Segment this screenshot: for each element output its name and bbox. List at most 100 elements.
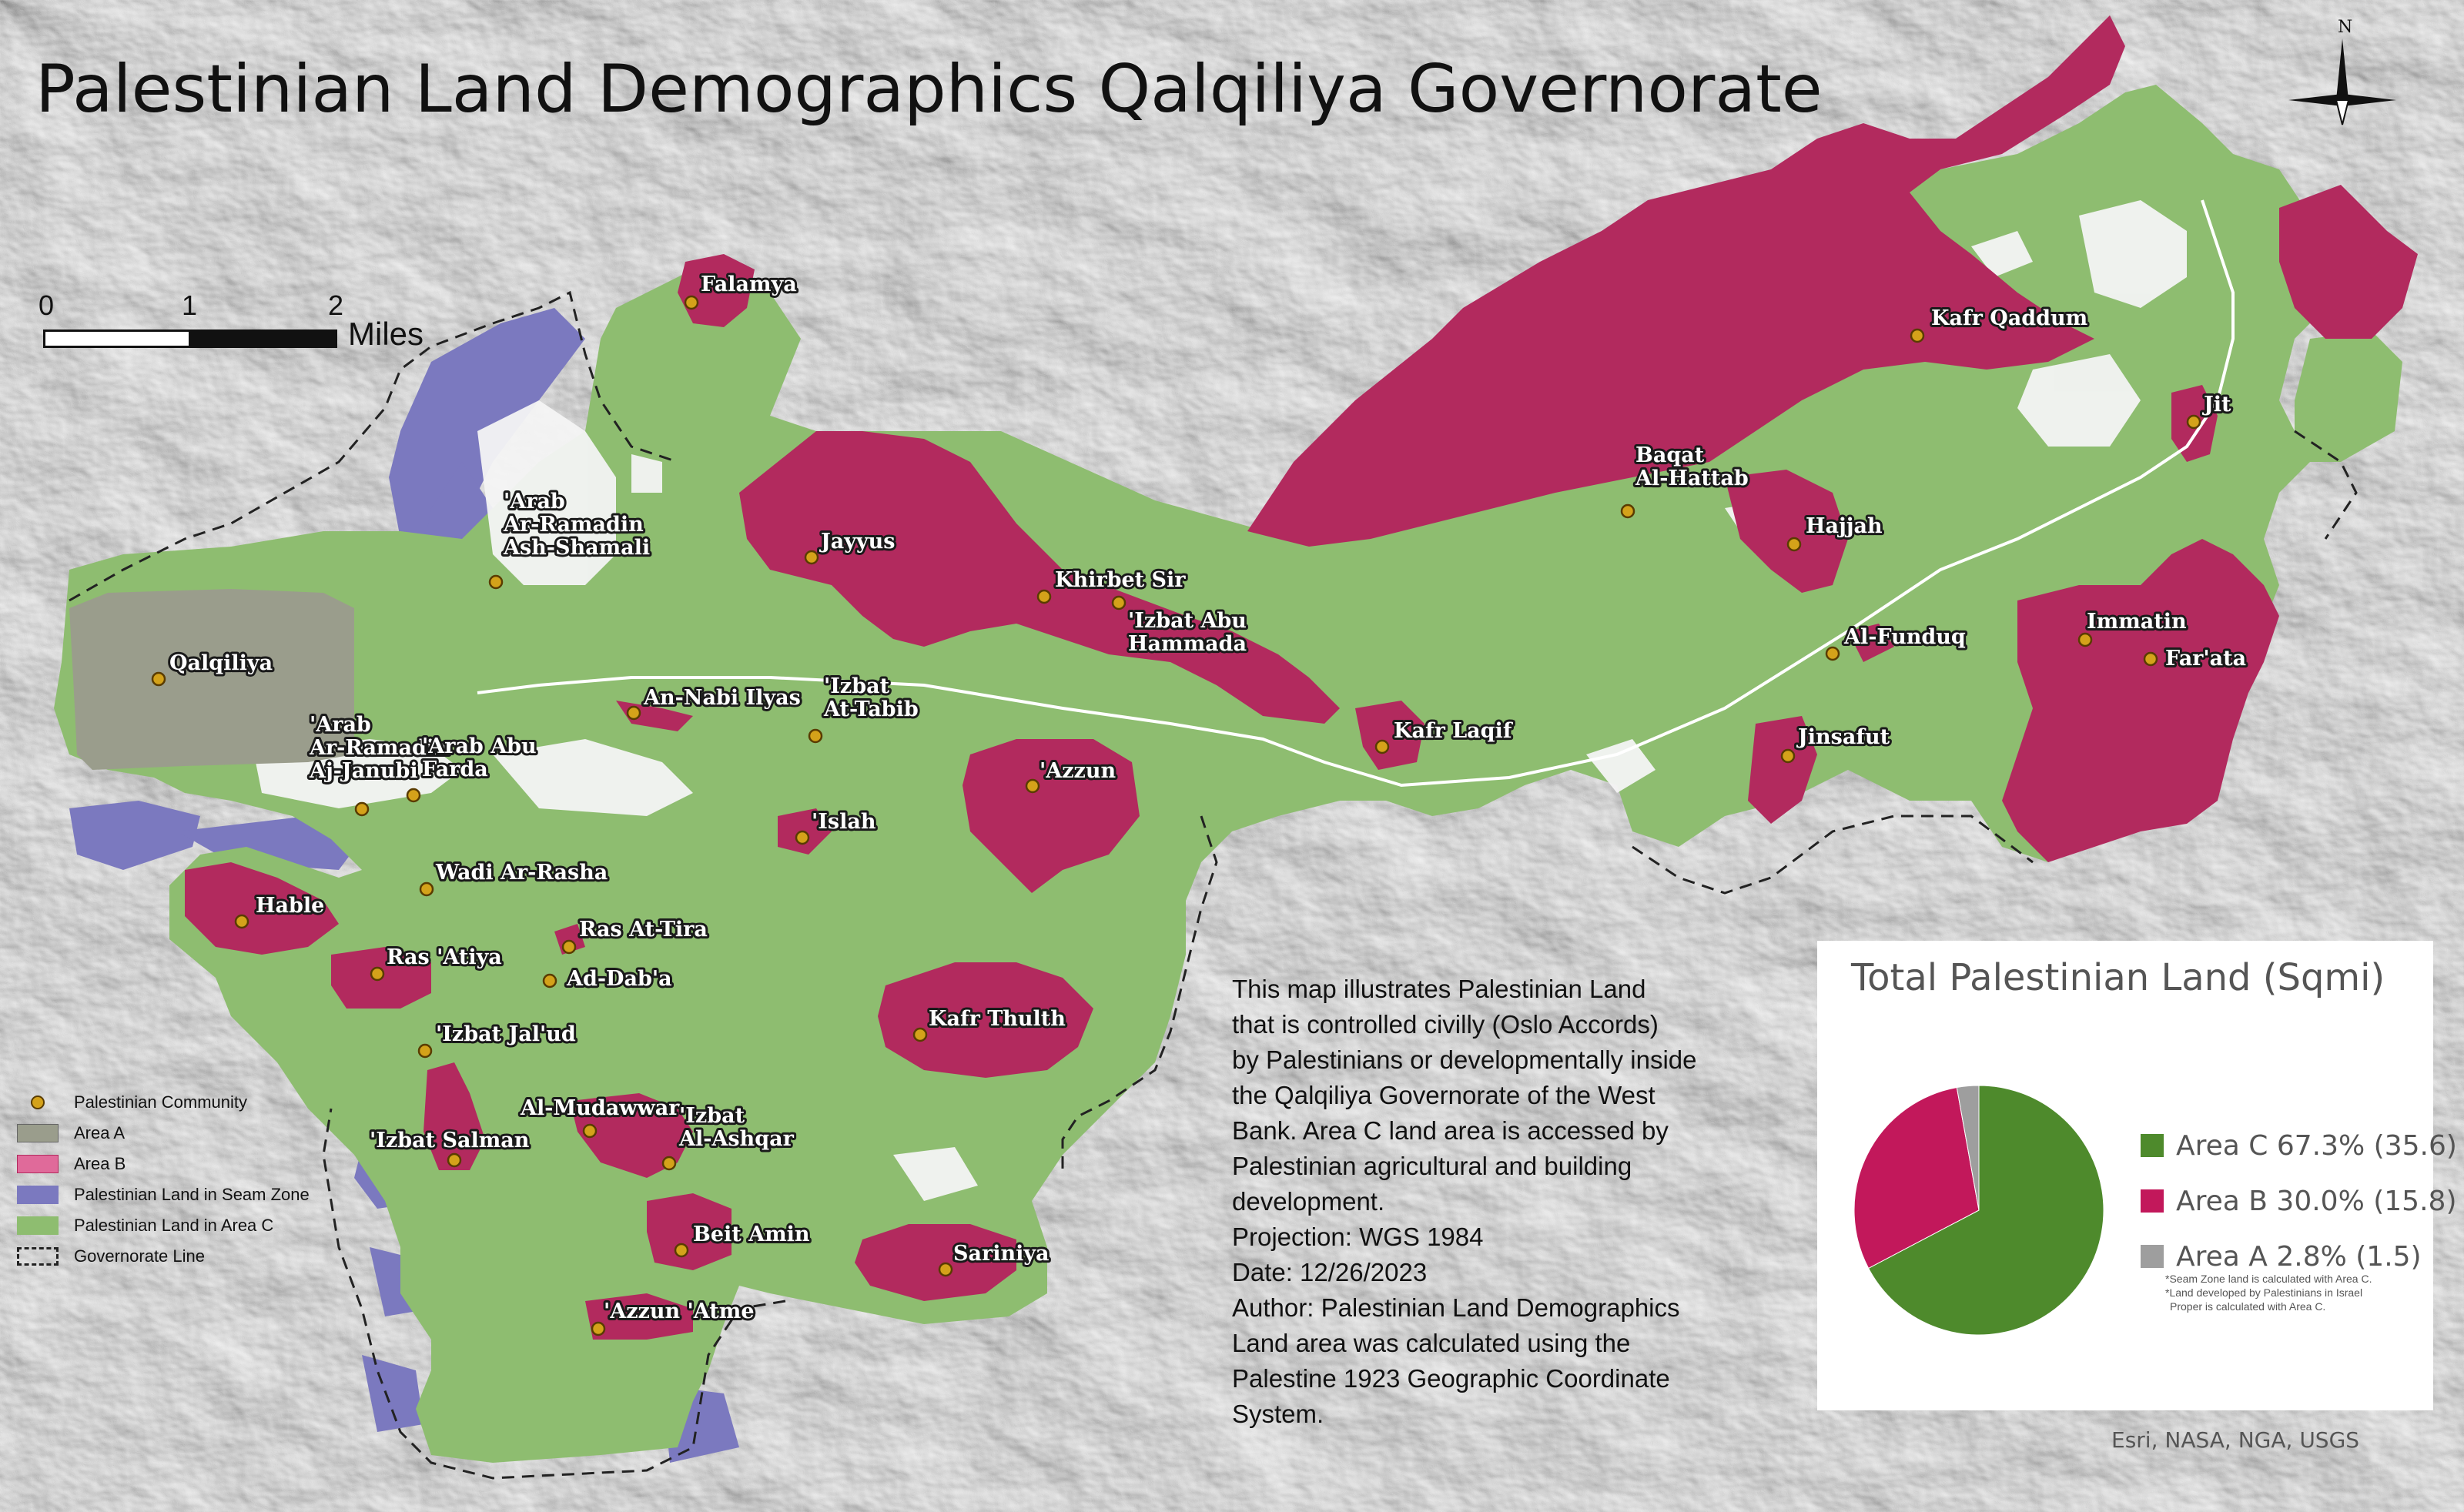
area-a-swatch [17, 1124, 59, 1142]
legend-item-governorate-line: Governorate Line [17, 1241, 310, 1272]
dot-arab-ramadin-janubi [354, 801, 370, 817]
dot-ad-daba [542, 973, 557, 988]
scale-segment-black [189, 329, 337, 348]
description-line: Land area was calculated using the [1232, 1329, 1631, 1357]
dot-falamya [684, 295, 699, 310]
dot-ras-atiya [370, 966, 385, 982]
dot-jinsafut [1780, 748, 1796, 764]
pie-chart [1853, 1085, 2104, 1336]
area-b-azzun-atme [585, 1293, 693, 1340]
compass-star-icon-s [2335, 99, 2350, 125]
dot-wadi-ar-rasha [419, 881, 434, 897]
area-b-hable [185, 862, 339, 955]
dot-jayyus [804, 550, 819, 565]
seam-zone-swatch [17, 1186, 59, 1204]
chart-note: Proper is calculated with Area C. [2170, 1300, 2326, 1313]
dot-kafr-laqif [1374, 739, 1390, 754]
place-label-line: Ras At-Tira [579, 918, 708, 942]
dot-arab-ramadin-shamali [488, 574, 504, 590]
gap-2 [631, 454, 662, 493]
dot-islah [795, 830, 810, 845]
place-label-line: Falamya [701, 273, 797, 296]
dot-beit-amin [674, 1243, 689, 1258]
dot-kafr-qaddum [1910, 328, 1925, 343]
place-label: Ad-Dab'a [566, 967, 672, 991]
pie-legend: Area C 67.3% (35.6) Area B 30.0% (15.8) … [2141, 1118, 2457, 1284]
place-label-line: Khirbet Sir [1055, 568, 1186, 592]
place-label-line: 'Arab [504, 490, 565, 513]
place-label-line: Al-Hattab [1635, 467, 1749, 490]
place-label-line: 'Izbat Jal'ud [436, 1022, 576, 1046]
place-label-line: 'Izbat [679, 1104, 745, 1128]
area-b-kafr-laqif [1355, 701, 1424, 770]
place-label-line: Immatin [2087, 610, 2187, 634]
place-label: Jit [2202, 393, 2231, 416]
place-labels: Falamya'Arab Ar-Ramadin Ash-Shamali JayyusK… [167, 270, 2248, 1326]
dot-kafr-thulth [912, 1027, 928, 1042]
place-label-line: Jinsafut [1796, 725, 1890, 749]
place-label: 'Islah [812, 810, 876, 834]
place-label: 'Azzun 'Atme [604, 1300, 755, 1323]
place-label-line: 'Islah [812, 810, 876, 834]
place-label: Jinsafut [1796, 725, 1890, 749]
dot-izbat-at-tabib [808, 728, 823, 744]
dot-arab-abu-farda [406, 788, 421, 803]
legend-item-seam-zone: Palestinian Land in Seam Zone [17, 1179, 310, 1210]
dot-izbat-abu-hammada [1111, 595, 1127, 610]
dot-azzun [1025, 778, 1040, 794]
description-line: Date: 12/26/2023 [1232, 1258, 1428, 1286]
pie-slice [1956, 1085, 1980, 1211]
area-b-izbat-salman [424, 1062, 485, 1170]
place-label-line: Wadi Ar-Rasha [435, 861, 608, 885]
place-label-line: Hable [256, 894, 324, 918]
pie-slice [1853, 1086, 1980, 1269]
place-label: Jayyus [819, 530, 895, 554]
legend-label: Area A [74, 1123, 126, 1142]
place-label-line: Al-Ashqar [678, 1127, 795, 1151]
place-label-line: 'Arab Abu [422, 734, 537, 758]
place-label: Ras 'Atiya [387, 945, 502, 969]
area-b-immatin [2002, 539, 2279, 862]
place-label: Al-Mudawwar [520, 1096, 680, 1120]
area-b-azzun [962, 739, 1140, 893]
dot-azzun-atme [591, 1321, 606, 1336]
place-label-line: An-Nabi Ilyas [643, 686, 801, 710]
pie-legend-item-area-c: Area C 67.3% (35.6) [2141, 1118, 2457, 1173]
place-label: 'Izbat Abu Hammada [1128, 609, 1247, 656]
area-b-hajjah [1725, 470, 1848, 593]
legend-label: Governorate Line [74, 1246, 205, 1266]
place-label-line: 'Azzun [1040, 759, 1116, 783]
place-label: Far'ata [2165, 647, 2246, 671]
place-label: 'Izbat Salman [370, 1129, 530, 1152]
dot-jit [2186, 414, 2201, 430]
dot-hajjah [1786, 537, 1802, 552]
dot-baqat-al-hattab [1620, 503, 1635, 519]
legend-label: Area B [74, 1154, 126, 1173]
place-label-line: Kafr Thulth [929, 1007, 1066, 1031]
place-label-line: Ad-Dab'a [566, 967, 672, 991]
pie-swatch-area-c [2141, 1134, 2164, 1157]
scale-unit: Miles [348, 316, 424, 352]
area-b-kafr-thulth [878, 962, 1093, 1078]
area-c-swatch [17, 1216, 59, 1235]
place-label-line: Farda [422, 758, 488, 781]
place-label-line: Beit Amin [693, 1223, 810, 1246]
map-title: Palestinian Land Demographics Qalqiliya … [35, 51, 1823, 128]
place-label: 'Azzun [1040, 759, 1116, 783]
description-line: the Qalqiliya Governorate of the West [1232, 1081, 1656, 1109]
description-line: development. [1232, 1187, 1385, 1216]
place-label: Kafr Qaddum [1931, 306, 2087, 330]
description-line: by Palestinians or developmentally insid… [1232, 1045, 1697, 1074]
place-label: 'Izbat Jal'ud [436, 1022, 576, 1046]
dot-izbat-al-ashqar [661, 1156, 677, 1171]
place-label-line: Qalqiliya [169, 651, 273, 675]
place-label: Immatin [2087, 610, 2187, 634]
map-legend: Palestinian Community Area A Area B Pale… [17, 1087, 310, 1272]
dot-khirbet-sir [1036, 589, 1052, 604]
dot-sariniya [938, 1262, 953, 1277]
legend-item-area-c: Palestinian Land in Area C [17, 1210, 310, 1241]
place-label: Qalqiliya [169, 651, 273, 675]
gap-5 [1971, 231, 2033, 277]
place-label: Hable [256, 894, 324, 918]
